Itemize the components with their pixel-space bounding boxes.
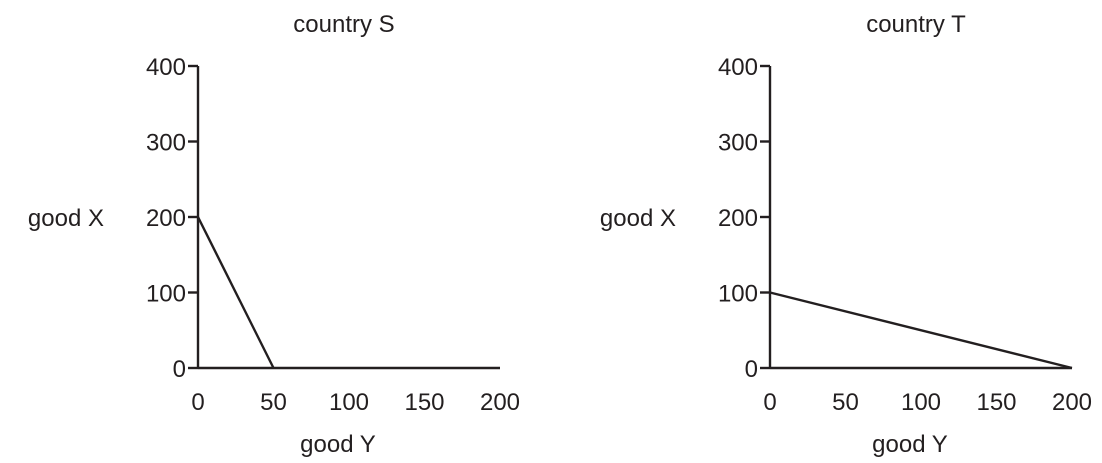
- x-axis-label: good Y: [300, 431, 376, 458]
- y-axis-label: good X: [28, 205, 104, 232]
- y-tick-label: 100: [146, 281, 186, 308]
- x-axis-label: good Y: [872, 431, 948, 458]
- y-tick-label: 400: [146, 54, 186, 81]
- y-tick-label: 300: [146, 130, 186, 157]
- y-tick-label: 100: [718, 281, 758, 308]
- y-axis-label: good X: [600, 205, 676, 232]
- x-tick-label: 50: [832, 389, 859, 416]
- chart-title: country T: [866, 11, 966, 38]
- y-tick-label: 200: [146, 205, 186, 232]
- chart-title: country S: [293, 11, 394, 38]
- x-tick-label: 200: [1052, 389, 1092, 416]
- y-tick-label: 0: [173, 356, 186, 383]
- y-tick-label: 200: [718, 205, 758, 232]
- x-tick-label: 50: [260, 389, 287, 416]
- x-tick-label: 200: [480, 389, 520, 416]
- x-tick-label: 150: [404, 389, 444, 416]
- ppf-line: [196, 216, 275, 369]
- y-tick-label: 400: [718, 54, 758, 81]
- y-tick-label: 0: [745, 356, 758, 383]
- x-tick-label: 100: [901, 389, 941, 416]
- x-tick-label: 0: [763, 389, 776, 416]
- y-tick-label: 300: [718, 130, 758, 157]
- ppf-line: [769, 291, 1073, 370]
- x-tick-label: 100: [329, 389, 369, 416]
- x-tick-label: 150: [976, 389, 1016, 416]
- x-tick-label: 0: [191, 389, 204, 416]
